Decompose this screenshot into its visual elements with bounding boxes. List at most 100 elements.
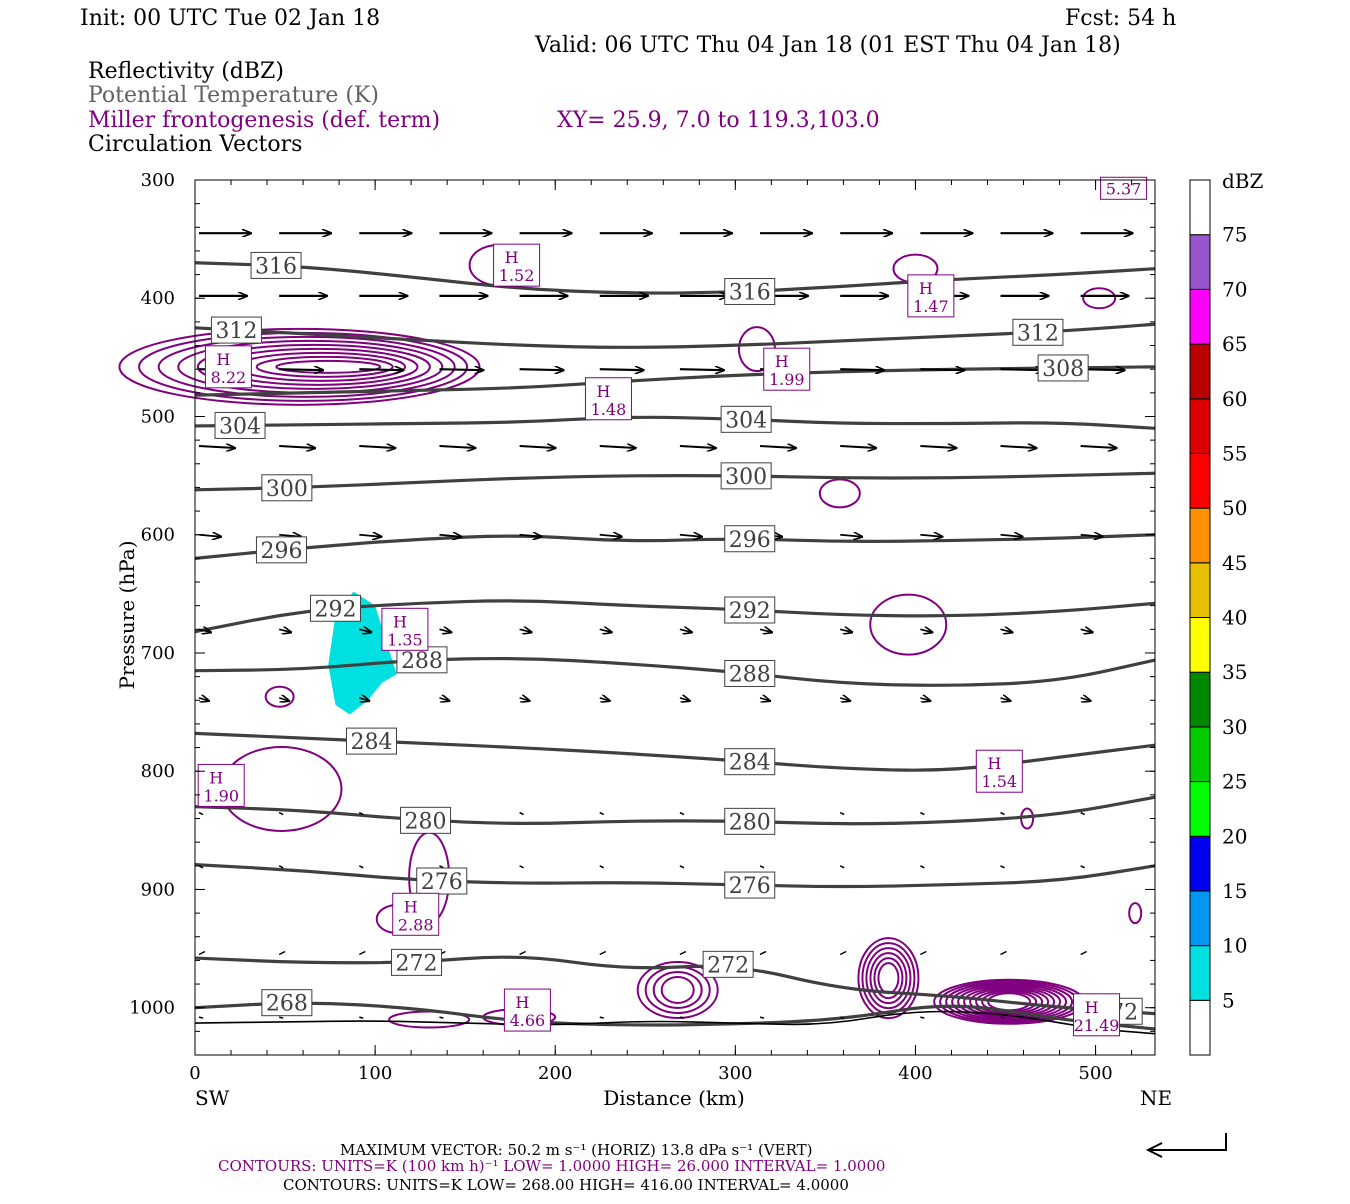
circulation-vector <box>920 865 925 869</box>
theta-label-box <box>400 806 452 834</box>
scale-cell <box>1189 890 1211 947</box>
x-tick-label: 200 <box>538 1063 572 1084</box>
circulation-vector <box>759 446 796 448</box>
fronto-max-value: 4.66 <box>510 1011 546 1030</box>
plot-frame <box>194 179 1156 1056</box>
theta-contours <box>194 261 1156 1031</box>
scale-cell <box>1189 507 1211 564</box>
field-theta-title: Potential Temperature (K) <box>88 83 379 108</box>
fronto-contour-lower <box>660 975 695 1004</box>
circulation-vector <box>599 811 605 816</box>
fronto-max-value: 1.47 <box>913 297 949 316</box>
scale-label: 20 <box>1222 824 1247 848</box>
theta-label: 312 <box>1017 321 1059 346</box>
y-tick-label: 300 <box>141 170 175 191</box>
scale-cell <box>1189 288 1211 345</box>
circulation-vector <box>278 629 291 632</box>
circulation-vector <box>920 535 942 537</box>
theta-label: 308 <box>1042 357 1084 382</box>
scale-cell <box>1189 343 1211 400</box>
fronto-max-box <box>907 274 955 318</box>
theta-contour-288 <box>194 656 1156 687</box>
y-tick-label: 900 <box>141 879 175 900</box>
fronto-max-box <box>381 607 429 651</box>
fronto-max-box <box>975 749 1023 793</box>
theta-label-box <box>724 871 776 899</box>
fronto-contour-lower <box>636 960 719 1019</box>
theta-label: 276 <box>421 870 463 895</box>
y-tick-label: 400 <box>141 288 175 309</box>
circulation-vector <box>1080 629 1093 632</box>
circulation-vector <box>1080 811 1085 816</box>
circulation-vector <box>1000 1016 1005 1019</box>
theta-contour-284 <box>194 731 1156 772</box>
fronto-contour-lower <box>963 986 1056 1018</box>
circulation-vector <box>759 698 770 701</box>
circulation-vectors <box>198 233 1133 1019</box>
fronto-contour-lower <box>877 962 900 995</box>
theta-label-box <box>1037 354 1089 382</box>
circulation-vector <box>759 629 772 632</box>
theta-label-box <box>261 989 313 1017</box>
circulation-vector <box>679 865 685 869</box>
circulation-vector <box>1000 865 1005 869</box>
fronto-contour-lower <box>857 937 920 1020</box>
fronto-max-value: 21.49 <box>1074 1016 1120 1035</box>
fronto-contour-upper-left <box>255 355 394 378</box>
circulation-vector <box>519 629 532 632</box>
field-vectors-title: Circulation Vectors <box>88 132 302 157</box>
scale-label: 60 <box>1222 387 1247 411</box>
scale-label: 10 <box>1222 934 1247 958</box>
scale-cell <box>1189 398 1211 454</box>
scale-label: 15 <box>1222 879 1247 903</box>
fronto-max-label: H <box>209 768 223 787</box>
theta-label-box <box>724 659 776 687</box>
fronto-contour <box>1082 287 1117 310</box>
circulation-vector <box>278 865 284 869</box>
fronto-max-label: H <box>393 612 407 631</box>
circulation-vector <box>519 369 564 370</box>
circulation-vector <box>839 865 845 869</box>
fronto-max-value: 1.48 <box>591 400 627 419</box>
scale-label: 65 <box>1222 332 1247 356</box>
theta-label: 304 <box>725 408 767 433</box>
circulation-vector <box>599 446 636 448</box>
contour-labels: 316 316 312 312 308 304 304 300 300 296 296 292 292 2… <box>197 176 1148 1037</box>
fronto-contour-lower <box>951 983 1068 1021</box>
theta-label: 284 <box>729 751 771 776</box>
scale-label: 25 <box>1222 770 1247 794</box>
scale-label: 40 <box>1222 606 1247 630</box>
circulation-vector <box>759 950 767 956</box>
circulation-vector <box>358 865 364 869</box>
circulation-vector <box>679 629 692 632</box>
circulation-vector <box>679 811 685 816</box>
circulation-vector <box>599 865 605 869</box>
scale-label: 55 <box>1222 441 1247 465</box>
theta-label: 312 <box>215 319 257 344</box>
scale-label: 5 <box>1222 988 1235 1012</box>
theta-label-box <box>720 462 772 490</box>
x-tick-label: 400 <box>898 1063 932 1084</box>
fronto-max-box <box>503 988 551 1032</box>
x-tick-label: 500 <box>1078 1063 1112 1084</box>
fronto-max-value: 1.99 <box>769 370 805 389</box>
circulation-vector <box>840 535 862 537</box>
fronto-max-label: H <box>596 382 610 401</box>
theta-contour-300 <box>194 471 1156 492</box>
circulation-vector <box>1000 950 1007 956</box>
circulation-vector <box>679 369 724 370</box>
circulation-vector <box>198 629 211 632</box>
circulation-vector <box>839 698 850 701</box>
fronto-contour <box>869 593 948 656</box>
x-tick-label: 0 <box>189 1063 200 1084</box>
circulation-vector <box>1000 811 1005 816</box>
terrain-layer <box>194 1010 1156 1035</box>
theta-label: 272 <box>396 951 438 976</box>
scale-cell <box>1189 234 1211 290</box>
circulation-vector <box>359 629 371 632</box>
ne-end-label: NE <box>1140 1086 1172 1110</box>
theta-label: 316 <box>255 254 297 279</box>
fronto-contour-upper-left <box>275 359 382 374</box>
circulation-vector <box>198 950 206 956</box>
circulation-vector <box>519 811 524 816</box>
